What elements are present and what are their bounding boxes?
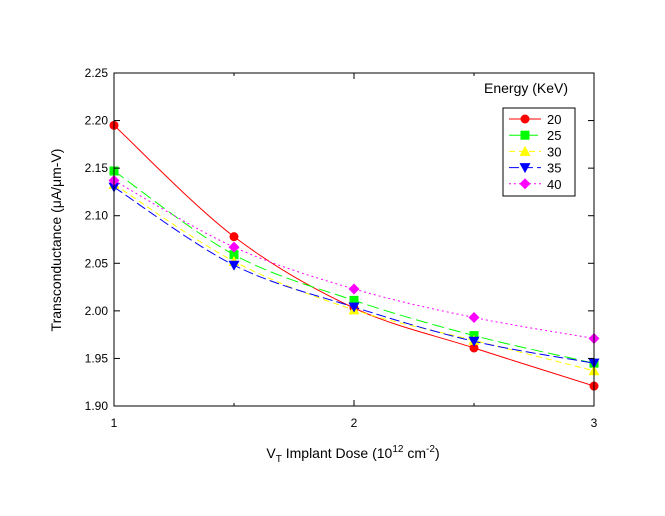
data-point-35 [468, 336, 480, 347]
data-point-20 [229, 232, 239, 242]
legend-box [502, 107, 576, 197]
y-tick-label: 2.20 [85, 114, 109, 128]
x-tick-label: 3 [591, 416, 598, 430]
legend-marker-40 [519, 178, 531, 190]
series-line-30 [113, 183, 595, 372]
data-point-20 [469, 343, 479, 353]
data-point-40 [228, 241, 240, 253]
series-line-40 [113, 180, 595, 339]
x-tick-label: 1 [111, 416, 118, 430]
legend-label-35: 35 [547, 161, 561, 176]
series-30 [108, 178, 600, 376]
legend-label-30: 30 [547, 144, 561, 159]
data-point-35 [228, 260, 240, 271]
legend-marker-35 [519, 163, 531, 174]
legend-label-40: 40 [547, 177, 561, 192]
y-tick-label: 2.15 [85, 161, 109, 175]
series-line-35 [113, 186, 595, 364]
data-point-40 [468, 312, 480, 324]
axes: 1.90 1.95 2.00 2.05 2.10 2.15 2.20 2.25 1 2 3 [85, 66, 598, 430]
y-tick-label: 1.95 [85, 351, 109, 365]
legend-label-25: 25 [547, 128, 561, 143]
x-axis-label: VT Implant Dose (1012 cm-2) [266, 444, 439, 465]
series-25 [109, 166, 599, 368]
x-tick-label: 2 [351, 416, 358, 430]
data-point-35 [348, 302, 360, 313]
y-tick-label: 2.25 [85, 66, 109, 80]
legend-label-20: 20 [547, 112, 561, 127]
legend-title: Energy (KeV) [484, 80, 568, 96]
y-tick-label: 2.05 [85, 256, 109, 270]
series-line-25 [113, 170, 595, 364]
data-point-25 [229, 250, 239, 260]
series-40 [108, 175, 600, 344]
y-tick-label: 1.90 [85, 399, 109, 413]
data-point-25 [349, 295, 359, 305]
series-35 [108, 182, 600, 369]
legend-marker-20 [520, 114, 530, 124]
y-tick-label: 2.00 [85, 304, 109, 318]
y-tick-label: 2.10 [85, 209, 109, 223]
legend-marker-25 [520, 130, 530, 140]
data-point-40 [348, 283, 360, 295]
legend-marker-30 [519, 145, 531, 156]
y-axis-label: Transconductance (μA/μm-V) [48, 149, 64, 332]
